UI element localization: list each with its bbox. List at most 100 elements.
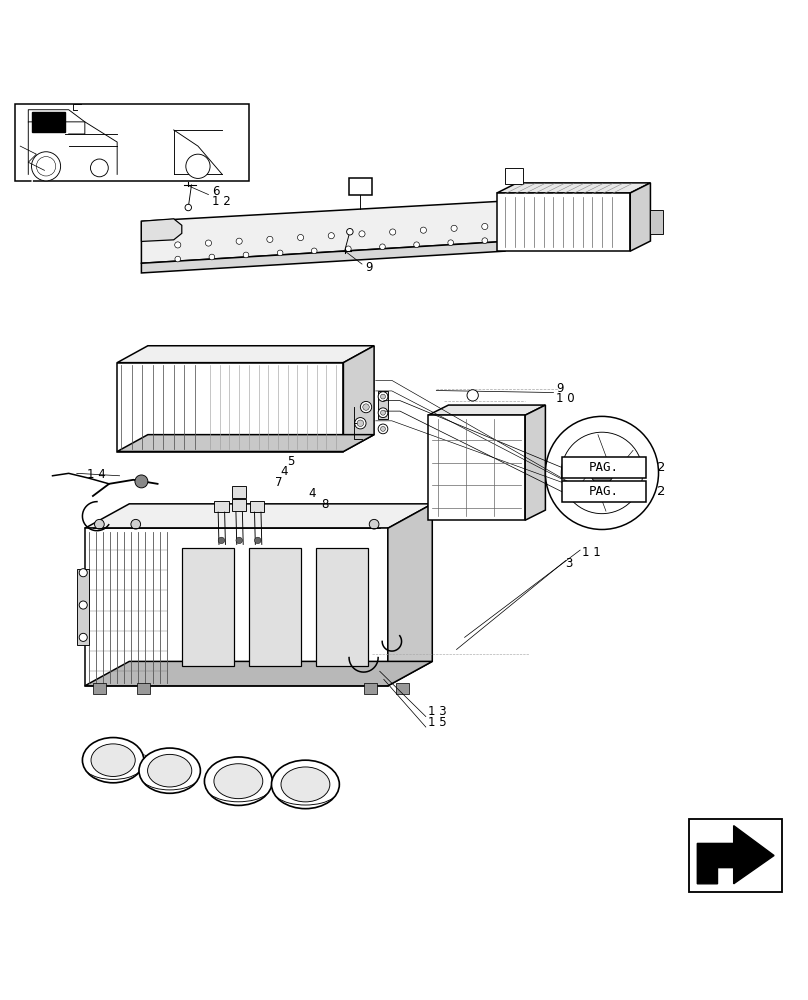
Text: 2: 2: [657, 461, 666, 474]
Polygon shape: [697, 826, 774, 884]
Text: 5: 5: [287, 455, 294, 468]
Ellipse shape: [204, 757, 272, 805]
Circle shape: [355, 418, 366, 429]
Text: 1 2: 1 2: [212, 195, 230, 208]
Ellipse shape: [139, 748, 200, 793]
Circle shape: [381, 410, 385, 415]
Polygon shape: [141, 201, 505, 263]
Polygon shape: [343, 346, 374, 452]
Text: 9: 9: [365, 261, 372, 274]
Text: 3: 3: [566, 557, 573, 570]
Ellipse shape: [91, 744, 135, 776]
Bar: [232, 499, 246, 511]
Text: 4: 4: [280, 465, 288, 478]
Polygon shape: [141, 241, 505, 273]
Text: 1 4: 1 4: [87, 468, 106, 481]
Circle shape: [378, 408, 388, 418]
Circle shape: [32, 152, 61, 181]
Bar: [137, 683, 150, 694]
Circle shape: [175, 256, 181, 262]
Text: 2: 2: [147, 763, 154, 776]
Bar: [650, 210, 663, 234]
Circle shape: [482, 238, 487, 243]
Circle shape: [360, 401, 372, 413]
Circle shape: [482, 223, 488, 230]
Polygon shape: [141, 219, 182, 241]
Text: 6: 6: [212, 185, 219, 198]
Bar: [396, 683, 409, 694]
Circle shape: [297, 234, 304, 241]
Bar: [378, 391, 388, 419]
Circle shape: [243, 252, 249, 258]
Circle shape: [205, 240, 212, 246]
Bar: [689, 819, 782, 892]
Bar: [15, 104, 249, 181]
Circle shape: [236, 537, 242, 544]
Text: 1 3: 1 3: [428, 705, 447, 718]
Polygon shape: [85, 661, 432, 686]
Circle shape: [79, 569, 87, 577]
Polygon shape: [428, 405, 545, 415]
Bar: [562, 481, 646, 502]
Polygon shape: [77, 569, 89, 645]
Polygon shape: [0, 178, 32, 904]
Polygon shape: [117, 435, 374, 452]
Circle shape: [381, 394, 385, 399]
Text: 4: 4: [309, 487, 316, 500]
Polygon shape: [497, 183, 650, 193]
Text: 9: 9: [556, 382, 563, 395]
Text: 2: 2: [657, 485, 666, 498]
Circle shape: [346, 246, 351, 252]
Polygon shape: [497, 193, 630, 251]
Circle shape: [451, 225, 457, 231]
Circle shape: [185, 204, 191, 211]
Circle shape: [218, 537, 225, 544]
Bar: [250, 501, 264, 512]
Ellipse shape: [82, 738, 144, 783]
Polygon shape: [428, 415, 525, 520]
Circle shape: [135, 475, 148, 488]
Circle shape: [359, 231, 365, 237]
Bar: [364, 683, 377, 694]
Circle shape: [369, 519, 379, 529]
Circle shape: [36, 157, 56, 176]
Ellipse shape: [271, 760, 339, 809]
Text: 8: 8: [321, 498, 328, 511]
Text: 1 1: 1 1: [582, 546, 600, 559]
Circle shape: [378, 392, 388, 401]
Polygon shape: [525, 405, 545, 520]
Ellipse shape: [214, 764, 263, 799]
Ellipse shape: [281, 767, 330, 802]
Circle shape: [448, 240, 453, 246]
Circle shape: [95, 519, 104, 529]
Bar: [562, 457, 646, 478]
Polygon shape: [32, 112, 65, 132]
Text: 1 0: 1 0: [556, 392, 574, 406]
Text: 7: 7: [275, 476, 282, 489]
Circle shape: [175, 242, 181, 248]
Circle shape: [186, 154, 210, 178]
Circle shape: [328, 233, 335, 239]
Polygon shape: [85, 528, 388, 686]
Circle shape: [79, 601, 87, 609]
Circle shape: [90, 159, 108, 177]
Circle shape: [381, 426, 385, 431]
Circle shape: [347, 229, 353, 235]
Circle shape: [545, 416, 659, 529]
Polygon shape: [117, 363, 343, 452]
Polygon shape: [388, 504, 432, 686]
Circle shape: [277, 250, 283, 256]
Bar: [505, 168, 523, 184]
Circle shape: [420, 227, 427, 233]
Bar: [182, 548, 234, 666]
Bar: [249, 548, 301, 666]
Bar: [93, 683, 106, 694]
Text: PAG.: PAG.: [589, 485, 619, 498]
Circle shape: [591, 462, 613, 484]
Circle shape: [311, 248, 317, 254]
Circle shape: [267, 236, 273, 242]
Bar: [214, 501, 229, 512]
Text: PAG.: PAG.: [589, 461, 619, 474]
Text: 2: 2: [147, 752, 154, 765]
Circle shape: [467, 390, 478, 401]
